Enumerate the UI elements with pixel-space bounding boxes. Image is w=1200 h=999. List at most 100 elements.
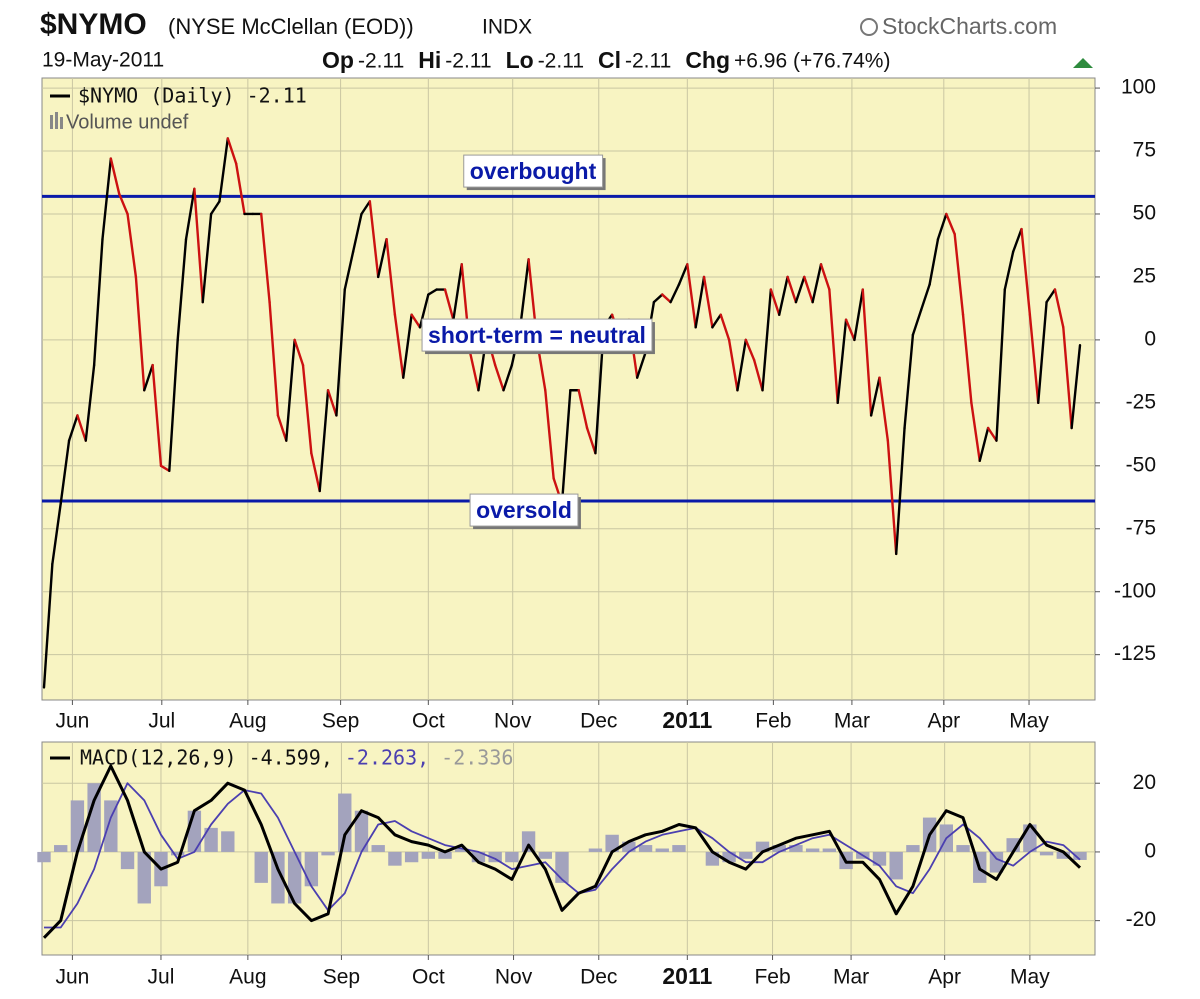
change-value: +6.96 (+76.74%) <box>734 50 890 73</box>
quote-value: -2.11 <box>625 50 671 73</box>
price-segment <box>544 389 555 480</box>
quote-value: -2.11 <box>445 50 491 73</box>
price-segment <box>343 250 355 291</box>
x-tick-label: Feb <box>754 966 790 989</box>
histogram-bar <box>354 810 369 852</box>
quote-value: -2.11 <box>358 50 404 73</box>
price-segment <box>360 200 372 216</box>
histogram-bar <box>822 848 837 852</box>
price-segment <box>134 275 146 392</box>
x-tick-label: 2011 <box>662 707 712 733</box>
annotation: oversold <box>469 493 581 530</box>
price-segment <box>159 464 171 473</box>
annotation-text: overbought <box>470 158 597 184</box>
date: 19-May-2011 <box>42 49 164 72</box>
histogram-bar <box>739 851 753 859</box>
x-tick-label: Jun <box>55 710 89 733</box>
histogram-bar <box>521 831 536 852</box>
y-tick-label: 100 <box>1121 76 1156 99</box>
histogram-bar <box>488 851 502 863</box>
histogram-bar <box>37 851 51 863</box>
annotation-box <box>469 493 579 527</box>
price-segment <box>669 283 681 304</box>
x-tick-label: Jul <box>148 710 175 733</box>
legend-swatch <box>55 112 58 129</box>
histogram-bar <box>371 845 385 852</box>
legend-swatch <box>50 115 53 129</box>
histogram-bar <box>538 851 552 859</box>
histogram-bar <box>321 851 335 856</box>
histogram-bar <box>805 848 820 852</box>
x-tick-label: May <box>1010 966 1050 989</box>
price-segment <box>970 401 981 462</box>
price-segment <box>318 389 330 493</box>
y-tick-label: 25 <box>1133 264 1156 287</box>
histogram-bar <box>87 783 101 852</box>
price-segment <box>853 288 864 342</box>
quote-value: -2.11 <box>538 50 584 73</box>
subtitle: (NYSE McClellan (EOD)) <box>168 14 414 39</box>
price-segment <box>761 288 773 392</box>
price-segment <box>936 212 948 241</box>
source: StockCharts.com <box>882 13 1057 39</box>
x-tick-label: May <box>1009 710 1049 733</box>
price-segment <box>978 426 990 462</box>
histogram-bar <box>906 845 920 852</box>
price-segment <box>427 288 438 296</box>
price-segment <box>493 363 505 392</box>
price-segment <box>635 351 647 379</box>
y-tick-label: 75 <box>1133 139 1156 162</box>
histogram-bar <box>388 851 402 866</box>
histogram-bar <box>70 800 85 852</box>
x-tick-label: Feb <box>755 710 791 733</box>
y-tick-label: -125 <box>1114 642 1156 665</box>
price-segment <box>519 258 530 329</box>
price-segment <box>1011 227 1023 253</box>
price-segment <box>335 288 346 417</box>
price-segment <box>752 358 764 392</box>
price-segment <box>1070 344 1082 430</box>
price-segment <box>393 313 405 379</box>
histogram-bar <box>338 793 352 852</box>
price-segment <box>84 363 96 442</box>
price-segment <box>76 414 87 442</box>
histogram-bar <box>221 831 235 852</box>
histogram-bar <box>772 845 786 852</box>
y-tick-label: 0 <box>1144 839 1156 862</box>
histogram-bar <box>120 851 135 870</box>
y-tick-label: -100 <box>1114 579 1156 602</box>
histogram-bar <box>404 851 419 863</box>
price-segment <box>1003 250 1015 291</box>
price-segment <box>285 338 296 442</box>
price-segment <box>184 187 196 241</box>
annotation: overbought <box>463 154 606 191</box>
price-segment <box>794 275 806 304</box>
quote-label: Op <box>322 47 354 73</box>
price-segment <box>945 212 956 236</box>
price-segment <box>719 313 731 342</box>
price-segment <box>410 313 422 329</box>
price-segment <box>385 237 397 316</box>
exchange: INDX <box>482 16 532 39</box>
price-segment <box>226 137 238 165</box>
price-segment <box>727 338 739 392</box>
x-tick-label: Oct <box>412 710 445 733</box>
y-tick-label: -25 <box>1126 390 1156 413</box>
price-segment <box>661 293 672 304</box>
price-segment <box>301 363 313 455</box>
y-tick-label: 0 <box>1144 327 1156 350</box>
histogram-bar <box>588 848 603 852</box>
price-segment <box>126 212 138 279</box>
price-segment <box>778 275 789 316</box>
x-tick-label: Apr <box>928 966 961 989</box>
x-tick-label: Dec <box>580 710 617 733</box>
histogram-bar <box>889 851 903 880</box>
histogram-bar <box>421 851 436 859</box>
price-segment <box>1020 227 1032 316</box>
x-tick-label: 2011 <box>662 963 712 989</box>
y-tick-label: 50 <box>1133 202 1156 225</box>
price-segment <box>502 363 514 392</box>
histogram-bar <box>170 851 185 856</box>
histogram-bar <box>956 845 970 852</box>
